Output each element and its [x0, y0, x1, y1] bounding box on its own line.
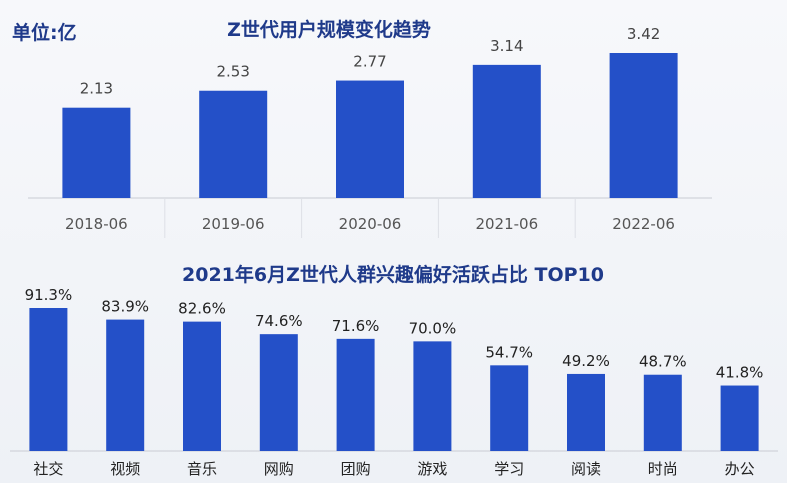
category-label: 游戏 — [417, 460, 447, 478]
value-label: 71.6% — [332, 317, 380, 335]
value-label: 2.77 — [353, 53, 386, 71]
bar — [62, 108, 130, 198]
category-label: 时尚 — [648, 460, 678, 478]
category-label: 阅读 — [571, 460, 601, 478]
value-label: 2.53 — [216, 63, 249, 81]
chart-title-1: Z世代用户规模变化趋势 — [227, 18, 431, 41]
value-label: 83.9% — [101, 298, 149, 316]
bar — [721, 386, 759, 451]
value-label: 3.14 — [490, 37, 523, 55]
value-label: 3.42 — [627, 25, 660, 43]
category-label: 社交 — [33, 460, 63, 478]
category-label: 2020-06 — [339, 215, 402, 233]
chart-1-plot: 2.13 2018-06 2.53 2019-06 2.77 2020-06 3.14 202… — [28, 25, 712, 238]
category-label: 学习 — [494, 460, 524, 478]
value-label: 70.0% — [409, 319, 457, 337]
value-label: 41.8% — [716, 364, 764, 382]
value-label: 74.6% — [255, 312, 303, 330]
category-label: 2018-06 — [65, 215, 128, 233]
bar — [199, 91, 267, 198]
bar — [644, 375, 682, 451]
category-label: 团购 — [341, 460, 371, 478]
category-label: 2019-06 — [202, 215, 265, 233]
bar — [490, 365, 528, 451]
category-label: 音乐 — [187, 460, 217, 478]
category-label: 2022-06 — [612, 215, 675, 233]
bar — [473, 65, 541, 198]
bar — [337, 339, 375, 451]
category-label: 网购 — [264, 460, 294, 478]
category-label: 办公 — [725, 460, 755, 478]
category-label: 视频 — [110, 460, 140, 478]
bar — [183, 322, 221, 451]
bar — [567, 374, 605, 451]
value-label: 82.6% — [178, 300, 226, 318]
value-label: 49.2% — [562, 352, 610, 370]
bar — [106, 320, 144, 451]
value-label: 48.7% — [639, 353, 687, 371]
chart-title-2: 2021年6月Z世代人群兴趣偏好活跃占比 TOP10 — [182, 263, 604, 286]
bar — [610, 53, 678, 198]
bar — [260, 334, 298, 451]
bar — [29, 308, 67, 451]
bar — [413, 341, 451, 451]
value-label: 2.13 — [80, 80, 113, 98]
value-label: 54.7% — [485, 343, 533, 361]
chart-2-plot: 91.3% 社交 83.9% 视频 82.6% 音乐 74.6% 网购 71.6% 团购 70.0%… — [10, 286, 778, 478]
value-label: 91.3% — [25, 286, 73, 304]
bar — [336, 81, 404, 198]
category-label: 2021-06 — [475, 215, 538, 233]
